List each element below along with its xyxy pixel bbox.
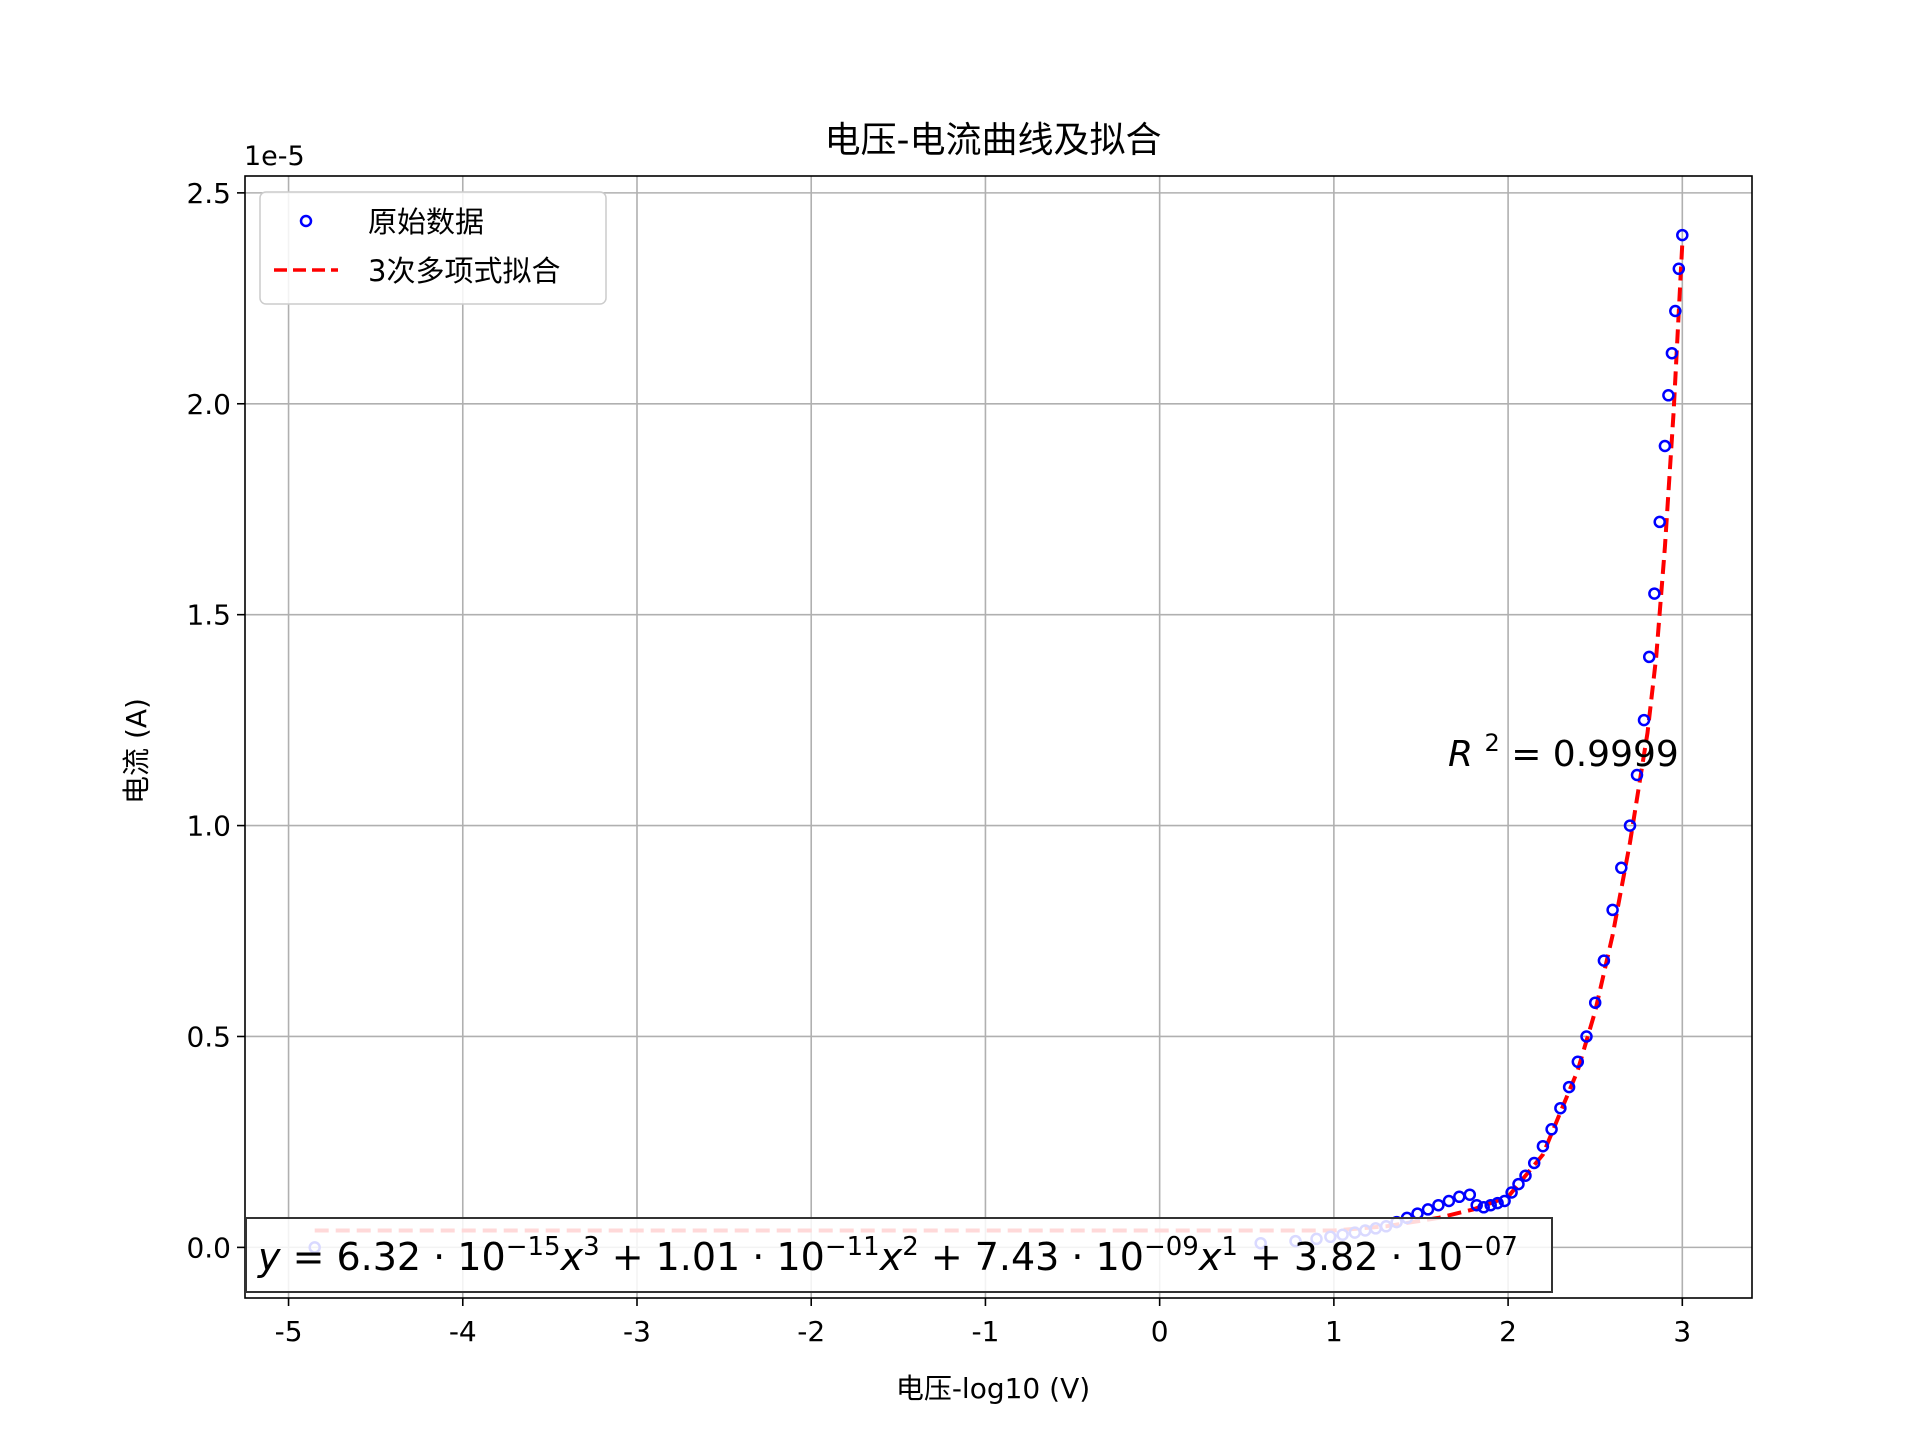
data-point bbox=[1562, 1080, 1576, 1094]
y-tick-label: 2.5 bbox=[186, 177, 231, 210]
equation-exponent: −11 bbox=[825, 1232, 880, 1262]
x-axis-label: 电压-log10 (V) bbox=[896, 1372, 1090, 1405]
equation-exponent: 3 bbox=[583, 1232, 600, 1262]
y-tick-label: 1.0 bbox=[186, 810, 231, 843]
data-point bbox=[1676, 228, 1689, 242]
equation-box-frame bbox=[245, 1217, 1553, 1293]
legend-label-fit: 3次多项式拟合 bbox=[368, 254, 560, 288]
data-point bbox=[1642, 650, 1656, 664]
data-point bbox=[1442, 1194, 1456, 1208]
r2-value: = 0.9999 bbox=[1511, 734, 1679, 775]
equation-term: y bbox=[257, 1235, 281, 1279]
data-point bbox=[1505, 1186, 1518, 1199]
x-tick-label: 1 bbox=[1325, 1315, 1343, 1348]
r2-symbol: R bbox=[1448, 734, 1473, 775]
equation-term: x bbox=[879, 1235, 903, 1279]
y-tick-label: 2.0 bbox=[186, 388, 231, 421]
equation-term: x bbox=[560, 1235, 584, 1279]
data-point bbox=[1648, 587, 1661, 600]
x-tick-label: 0 bbox=[1151, 1315, 1169, 1348]
data-point bbox=[1588, 996, 1602, 1009]
x-tick-label: -3 bbox=[623, 1315, 651, 1348]
legend-marker-data bbox=[299, 214, 313, 228]
legend: 原始数据 3次多项式拟合 bbox=[259, 191, 607, 305]
data-point bbox=[1597, 954, 1611, 967]
equation-exponent: −15 bbox=[506, 1232, 561, 1262]
data-point bbox=[1545, 1123, 1558, 1136]
equation-term: + 7.43 · 10 bbox=[919, 1235, 1144, 1279]
grid bbox=[245, 176, 1752, 1298]
x-tick-label: -1 bbox=[971, 1315, 999, 1348]
data-point bbox=[1623, 819, 1637, 832]
r2-superscript: 2 bbox=[1484, 729, 1499, 757]
data-point bbox=[1463, 1188, 1477, 1201]
r-squared-annotation: R 2 = 0.9999 bbox=[1448, 719, 1679, 775]
data-point bbox=[1669, 304, 1682, 318]
equation-exponent: 1 bbox=[1221, 1232, 1238, 1262]
data-point bbox=[1432, 1198, 1445, 1212]
data-point bbox=[1653, 515, 1666, 529]
data-point bbox=[1662, 389, 1675, 402]
data-point bbox=[1453, 1190, 1466, 1204]
fit-line-layer bbox=[314, 243, 1685, 1233]
data-point bbox=[1519, 1169, 1532, 1182]
x-tick-label: -4 bbox=[449, 1315, 477, 1348]
x-tick-label: 2 bbox=[1499, 1315, 1517, 1348]
data-point bbox=[1580, 1030, 1593, 1043]
data-point bbox=[1536, 1139, 1550, 1153]
equation-term: x bbox=[1198, 1235, 1222, 1279]
legend-label-data: 原始数据 bbox=[368, 205, 484, 239]
data-point bbox=[1672, 262, 1686, 276]
data-point bbox=[1630, 768, 1644, 782]
equation-exponent: −09 bbox=[1144, 1232, 1199, 1262]
fit-equation: y = 6.32 · 10−15x3 + 1.01 · 10−11x2 + 7.… bbox=[257, 1232, 1518, 1279]
x-tick-label: 3 bbox=[1673, 1315, 1691, 1348]
data-point bbox=[1421, 1203, 1435, 1216]
y-tick-label: 1.5 bbox=[186, 599, 231, 632]
equation-term: + 1.01 · 10 bbox=[600, 1235, 825, 1279]
data-point bbox=[1615, 861, 1628, 875]
data-point bbox=[1554, 1101, 1567, 1115]
y-tick-label: 0.5 bbox=[186, 1020, 231, 1053]
data-point bbox=[1512, 1177, 1525, 1191]
equation-exponent: 2 bbox=[902, 1232, 919, 1262]
equation-exponent: −07 bbox=[1463, 1232, 1518, 1262]
fit-line bbox=[314, 243, 1685, 1233]
data-point bbox=[1470, 1198, 1483, 1212]
axes-frame bbox=[244, 175, 1753, 1299]
data-point bbox=[1606, 903, 1619, 917]
equation-term: + 3.82 · 10 bbox=[1238, 1235, 1463, 1279]
x-tick-label: -2 bbox=[797, 1315, 825, 1348]
data-point bbox=[1477, 1201, 1490, 1214]
data-point bbox=[1637, 713, 1651, 727]
data-point bbox=[1498, 1194, 1511, 1208]
data-point bbox=[1658, 439, 1672, 453]
y-axis-label: 电流 (A) bbox=[120, 698, 153, 804]
data-point bbox=[1491, 1196, 1504, 1210]
data-point bbox=[1665, 346, 1679, 360]
equation-term: = 6.32 · 10 bbox=[281, 1235, 506, 1279]
equation-box: y = 6.32 · 10−15x3 + 1.01 · 10−11x2 + 7.… bbox=[245, 1217, 1553, 1293]
data-point bbox=[1484, 1198, 1497, 1212]
data-point bbox=[1571, 1055, 1585, 1069]
x-tick-label: -5 bbox=[275, 1315, 303, 1348]
ticks: -5 -4 -3 -2 -1 0 1 2 3 0.0 0.5 1.0 1.5 2.0 2.5 bbox=[186, 177, 1691, 1348]
legend-box bbox=[259, 191, 607, 305]
chart-title: 电压-电流曲线及拟合 bbox=[825, 120, 1162, 161]
y-offset-label: 1e-5 bbox=[244, 141, 305, 172]
y-tick-label: 0.0 bbox=[186, 1231, 231, 1264]
data-point bbox=[1527, 1156, 1541, 1170]
